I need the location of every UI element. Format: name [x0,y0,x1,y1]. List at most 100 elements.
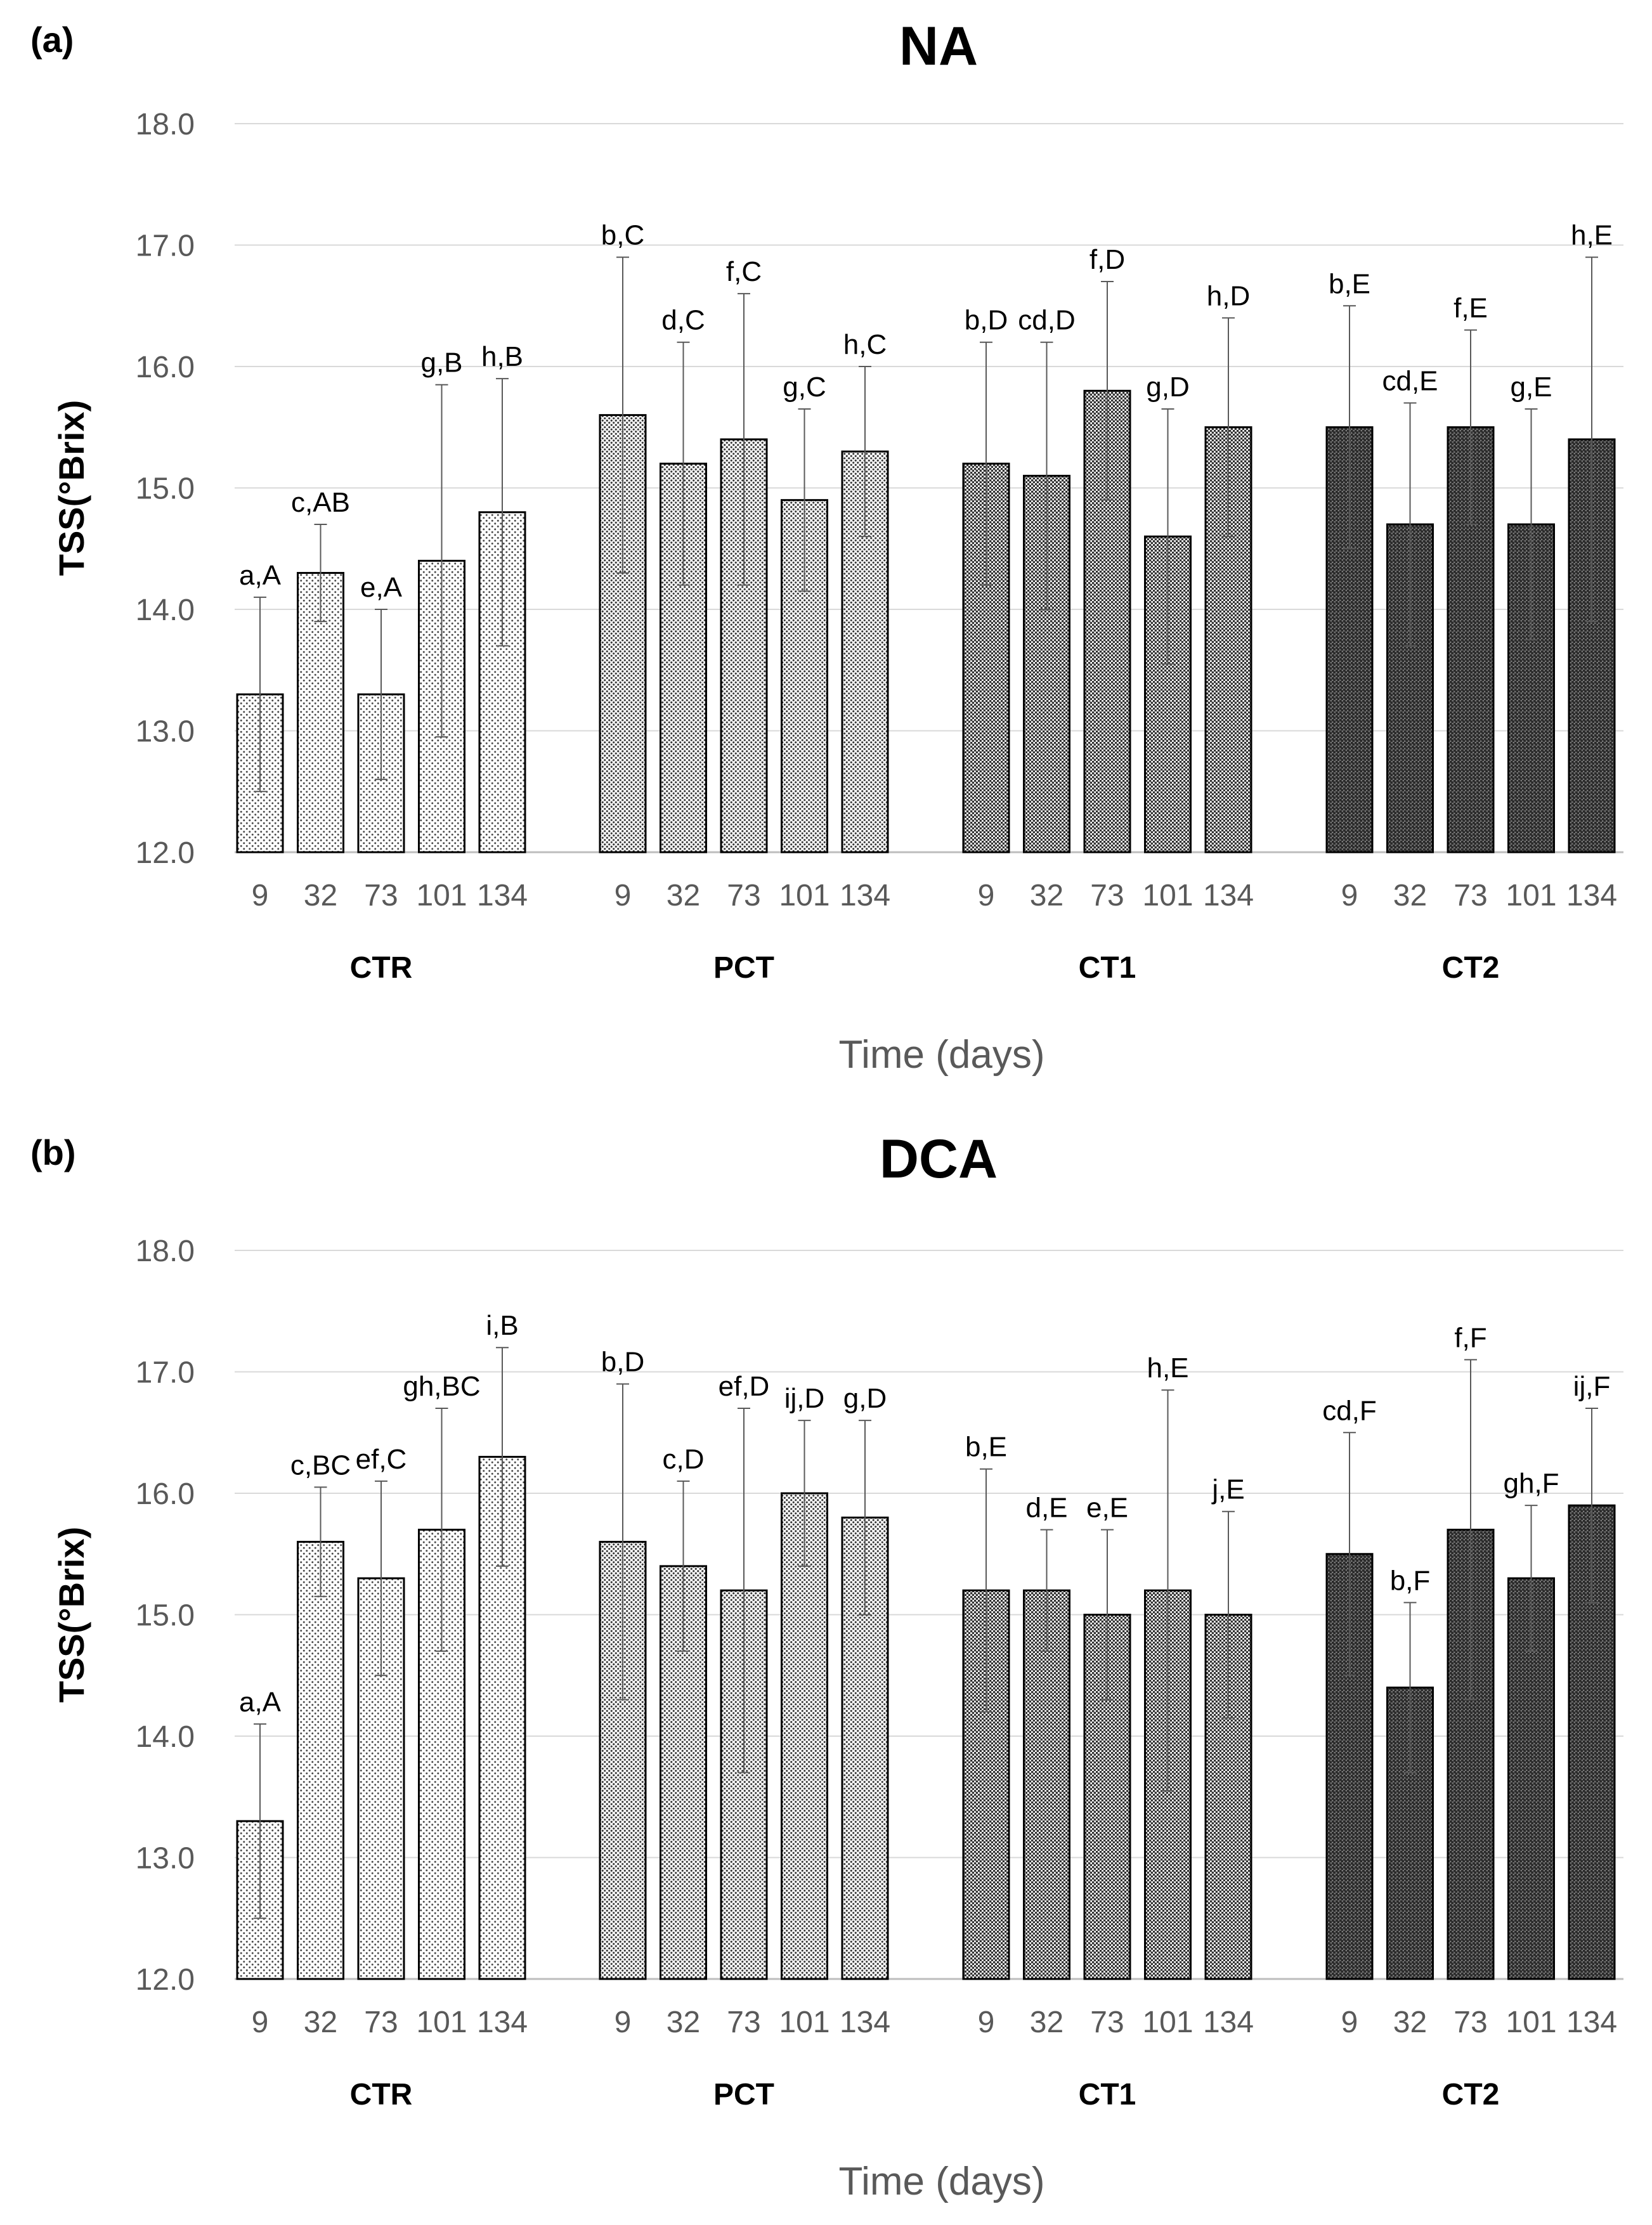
x-tick-label: 73 [1090,879,1124,912]
data-label: h,B [481,341,523,372]
data-label: c,AB [291,487,350,518]
group-label: PCT [713,2078,774,2111]
data-label: f,E [1454,293,1488,324]
bar-chart-na: 12.0 13.0 14.0 15.0 16.0 17.0 18.0 TSS(°Brix) a,… [51,108,1623,1077]
x-tick-label: 9 [615,2006,632,2039]
data-label: g,B [420,347,462,379]
data-label: c,BC [290,1450,351,1481]
data-label: cd,D [1018,305,1075,336]
data-label: gh,F [1503,1468,1559,1499]
x-tick-label: 32 [304,879,337,912]
x-tick-label: 134 [477,879,528,912]
y-tick-label: 12.0 [136,836,195,870]
chart-title: NA [899,16,979,77]
bar-chart-dca: 12.0 13.0 14.0 15.0 16.0 17.0 18.0 TSS(°Brix) a,… [51,1235,1623,2203]
group-label: CT1 [1079,2078,1136,2111]
bar [1447,426,1495,853]
panel-a: (a) NA 12.0 13.0 14.0 15.0 16.0 17.0 18.0 TSS(°… [0,0,1652,1112]
y-tick-label: 14.0 [136,1720,195,1754]
x-tick-label: 101 [779,879,829,912]
x-tick-label: 101 [779,2006,829,2039]
x-tick-label: 134 [477,2006,528,2039]
data-label: g,D [843,1383,887,1414]
y-axis-label: TSS(°Brix) [51,1527,91,1703]
x-tick-label: 9 [978,2006,995,2039]
x-tick-label: 134 [1203,879,1254,912]
data-label: h,D [1207,280,1250,311]
panel-b: (b) DCA 12.0 13.0 14.0 15.0 16.0 17.0 18.0 TSS(… [0,1113,1652,2225]
data-label: b,E [965,1432,1007,1463]
x-tick-label: 32 [667,879,700,912]
y-tick-label: 15.0 [136,472,195,506]
y-tick-label: 14.0 [136,594,195,627]
x-tick-label: 32 [1393,879,1427,912]
x-tick-label: 73 [364,879,398,912]
x-tick-label: 73 [364,2006,398,2039]
x-axis-label: Time (days) [839,1033,1045,1077]
x-tick-label: 9 [252,2006,269,2039]
x-tick-label: 134 [840,879,890,912]
data-label: gh,BC [403,1371,480,1402]
data-label: b,C [601,220,644,251]
x-tick-label: 73 [1454,879,1487,912]
x-tick-label: 73 [727,879,760,912]
data-label: g,E [1510,372,1552,403]
x-tick-label: 32 [1030,879,1063,912]
data-label: i,B [486,1310,518,1341]
x-tick-label: 101 [416,2006,467,2039]
data-label: c,D [663,1444,705,1475]
y-tick-label: 16.0 [136,1477,195,1511]
group-label: CT2 [1442,2078,1500,2111]
data-label: a,A [239,560,282,591]
x-tick-label: 134 [840,2006,890,2039]
x-tick-label: 32 [1393,2006,1427,2039]
chart-title: DCA [879,1129,998,1190]
x-tick-label: 73 [727,2006,760,2039]
data-label: b,D [965,305,1008,336]
data-label: g,D [1146,372,1189,403]
y-tick-label: 17.0 [136,230,195,263]
x-tick-label: 101 [1506,879,1556,912]
data-label: ef,D [719,1371,770,1402]
data-label: ij,D [784,1383,825,1414]
data-label: b,F [1390,1565,1431,1596]
data-label: b,D [601,1347,644,1378]
y-tick-label: 16.0 [136,351,195,384]
x-tick-label: 9 [252,879,269,912]
x-tick-label: 32 [667,2006,700,2039]
data-label: cd,F [1322,1395,1377,1426]
x-tick-label: 101 [1142,2006,1193,2039]
x-tick-label: 134 [1203,2006,1254,2039]
y-tick-label: 15.0 [136,1599,195,1633]
data-label: f,C [726,256,762,287]
data-label: h,C [843,329,887,360]
x-tick-label: 101 [416,879,467,912]
x-tick-label: 32 [304,2006,337,2039]
group-label: CT2 [1442,951,1500,985]
bar [1023,1589,1070,1980]
data-label: j,E [1211,1474,1244,1505]
x-tick-label: 73 [1454,2006,1487,2039]
group-label: CTR [350,951,413,985]
y-tick-label: 18.0 [136,1235,195,1268]
data-label: ef,C [356,1444,407,1475]
x-tick-label: 32 [1030,2006,1063,2039]
data-label: f,D [1089,244,1125,275]
data-label: e,E [1086,1492,1128,1523]
y-tick-label: 13.0 [136,1842,195,1876]
group-label: CT1 [1079,951,1136,985]
panel-label: (a) [30,20,74,60]
x-tick-label: 134 [1566,2006,1617,2039]
data-label: d,C [661,305,705,336]
data-label: ij,F [1573,1371,1611,1402]
bar [297,1541,344,1980]
x-axis-label: Time (days) [839,2160,1045,2203]
x-tick-label: 9 [978,879,995,912]
data-label: d,E [1025,1492,1067,1523]
data-label: cd,E [1382,365,1438,396]
data-label: e,A [360,572,403,603]
data-label: b,E [1329,268,1370,299]
y-tick-label: 18.0 [136,108,195,141]
data-label: h,E [1147,1353,1188,1384]
x-tick-label: 101 [1142,879,1193,912]
